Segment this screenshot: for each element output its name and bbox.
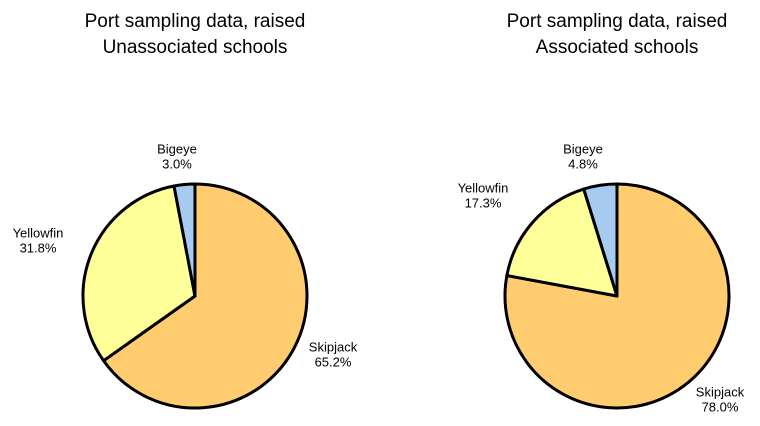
chart-subtitle: Associated schools: [536, 37, 699, 58]
pie-slice: [505, 187, 619, 298]
value-label: 3.0%: [162, 156, 192, 171]
chart-title: Port sampling data, raised: [507, 11, 728, 32]
pie-slice: [81, 184, 197, 363]
pie-slice: [172, 182, 197, 298]
value-label: 65.2%: [315, 354, 352, 369]
slice-label: Bigeye: [563, 141, 603, 156]
slice-label: Bigeye: [157, 141, 197, 156]
pie-slice: [582, 182, 619, 298]
chart-subtitle: Unassociated schools: [103, 37, 288, 58]
slice-label: Yellowfin: [458, 180, 509, 195]
pie-slice: [102, 182, 309, 410]
slice-label: Yellowfin: [13, 225, 64, 240]
slice-label: Skipjack: [309, 339, 358, 354]
value-label: 78.0%: [702, 399, 739, 414]
slice-label: Skipjack: [696, 384, 745, 399]
value-label: 4.8%: [568, 156, 598, 171]
chart-title: Port sampling data, raised: [85, 11, 306, 32]
value-label: 31.8%: [20, 240, 57, 255]
value-label: 17.3%: [465, 195, 502, 210]
